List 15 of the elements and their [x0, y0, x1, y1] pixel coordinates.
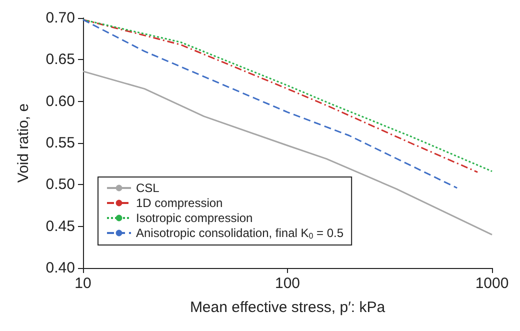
y-tick-label: 0.40	[46, 260, 75, 276]
y-tick-label: 0.70	[46, 10, 75, 26]
x-axis-title: Mean effective stress, p′: kPa	[190, 299, 386, 316]
x-tick-label: 1000	[475, 275, 509, 292]
x-tick-label: 10	[74, 275, 92, 292]
y-tick-label: 0.45	[46, 218, 75, 235]
y-tick-label: 0.65	[46, 51, 75, 68]
y-tick-label: 0.55	[46, 134, 75, 152]
legend-label: 1D compression	[136, 196, 223, 210]
y-axis-title: Void ratio, e	[15, 103, 32, 183]
y-tick-label: 0.50	[46, 176, 75, 194]
legend-label: Isotropic compression	[136, 211, 253, 225]
y-tick-label: 0.60	[46, 92, 75, 110]
x-tick-label: 100	[274, 275, 300, 292]
legend-label: CSL	[136, 181, 160, 195]
